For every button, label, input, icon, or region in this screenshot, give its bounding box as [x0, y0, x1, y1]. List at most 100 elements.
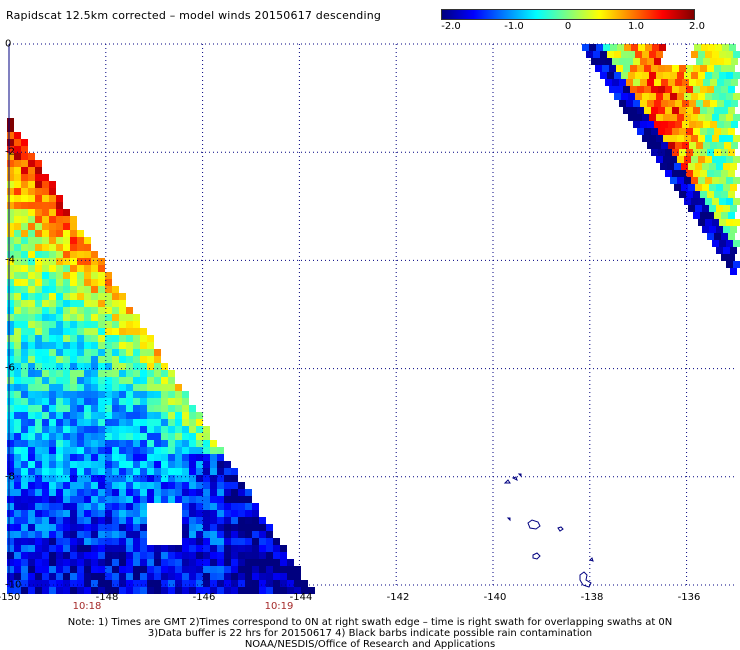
swath-cell	[133, 552, 140, 559]
swath-cell	[721, 212, 728, 219]
swath-cell	[252, 503, 259, 510]
swath-cell	[670, 177, 677, 184]
swath-cell	[719, 219, 726, 226]
swath-cell	[119, 538, 126, 545]
swath-cell	[28, 440, 35, 447]
swath-cell	[56, 503, 63, 510]
swath-cell	[259, 517, 266, 524]
swath-cell	[726, 51, 733, 58]
swath-cell	[642, 72, 649, 79]
swath-cell	[112, 468, 119, 475]
swath-cell	[168, 496, 175, 503]
swath-cell	[63, 370, 70, 377]
swath-cell	[35, 181, 42, 188]
swath-cell	[7, 559, 14, 566]
swath-cell	[154, 426, 161, 433]
swath-cell	[140, 482, 147, 489]
swath-cell	[105, 454, 112, 461]
swath-cell	[7, 370, 14, 377]
swath-cell	[70, 335, 77, 342]
swath-cell	[56, 349, 63, 356]
swath-cell	[698, 135, 705, 142]
swath-cell	[691, 51, 698, 58]
swath-cell	[91, 363, 98, 370]
swath-cell	[147, 440, 154, 447]
swath-cell	[217, 489, 224, 496]
swath-cell	[84, 356, 91, 363]
swath-cell	[35, 167, 42, 174]
swath-cell	[729, 44, 736, 51]
swath-cell	[21, 433, 28, 440]
swath-cell	[133, 573, 140, 580]
swath-cell	[7, 307, 14, 314]
swath-cell	[628, 114, 635, 121]
swath-cell	[126, 475, 133, 482]
swath-cell	[14, 307, 21, 314]
swath-cell	[21, 328, 28, 335]
swath-cell	[42, 279, 49, 286]
swath-cell	[712, 114, 719, 121]
swath-cell	[77, 377, 84, 384]
swath-cell	[119, 503, 126, 510]
swath-cell	[633, 58, 640, 65]
swath-cell	[14, 167, 21, 174]
swath-cell	[675, 100, 682, 107]
swath-cell	[682, 100, 689, 107]
swath-cell	[63, 496, 70, 503]
swath-cell	[682, 121, 689, 128]
swath-cell	[168, 384, 175, 391]
swath-cell	[280, 573, 287, 580]
swath-cell	[294, 566, 301, 573]
swath-cell	[196, 440, 203, 447]
swath-cell	[91, 265, 98, 272]
swath-cell	[119, 363, 126, 370]
swath-cell	[70, 426, 77, 433]
swath-cell	[63, 489, 70, 496]
swath-cell	[112, 587, 119, 594]
swath-cell	[182, 545, 189, 552]
swath-cell	[105, 293, 112, 300]
swath-cell	[589, 44, 596, 51]
swath-cell	[56, 195, 63, 202]
swath-cell	[14, 230, 21, 237]
swath-cell	[14, 447, 21, 454]
swath-cell	[63, 328, 70, 335]
swath-cell	[133, 510, 140, 517]
swath-cell	[203, 587, 210, 594]
swath-cell	[14, 517, 21, 524]
swath-cell	[28, 384, 35, 391]
swath-cell	[21, 167, 28, 174]
swath-cell	[686, 170, 693, 177]
swath-cell	[119, 552, 126, 559]
swath-cell	[84, 447, 91, 454]
swath-cell	[56, 391, 63, 398]
swath-cell	[703, 121, 710, 128]
swath-cell	[217, 475, 224, 482]
swath-cell	[133, 405, 140, 412]
swath-cell	[210, 496, 217, 503]
swath-cell	[28, 216, 35, 223]
swath-cell	[7, 475, 14, 482]
swath-cell	[175, 468, 182, 475]
swath-cell	[182, 391, 189, 398]
swath-cell	[28, 552, 35, 559]
swath-cell	[679, 128, 686, 135]
swath-cell	[133, 454, 140, 461]
swath-cell	[112, 489, 119, 496]
swath-cell	[35, 251, 42, 258]
swath-cell	[301, 580, 308, 587]
swath-cell	[35, 489, 42, 496]
swath-cell	[98, 370, 105, 377]
swath-cell	[42, 496, 49, 503]
swath-cell	[301, 587, 308, 594]
swath-cell	[91, 349, 98, 356]
swath-cell	[63, 461, 70, 468]
swath-cell	[91, 384, 98, 391]
swath-cell	[7, 188, 14, 195]
swath-cell	[70, 475, 77, 482]
swath-cell	[140, 489, 147, 496]
swath-cell	[654, 121, 661, 128]
swath-cell	[28, 398, 35, 405]
swath-cell	[28, 349, 35, 356]
swath-cell	[91, 559, 98, 566]
